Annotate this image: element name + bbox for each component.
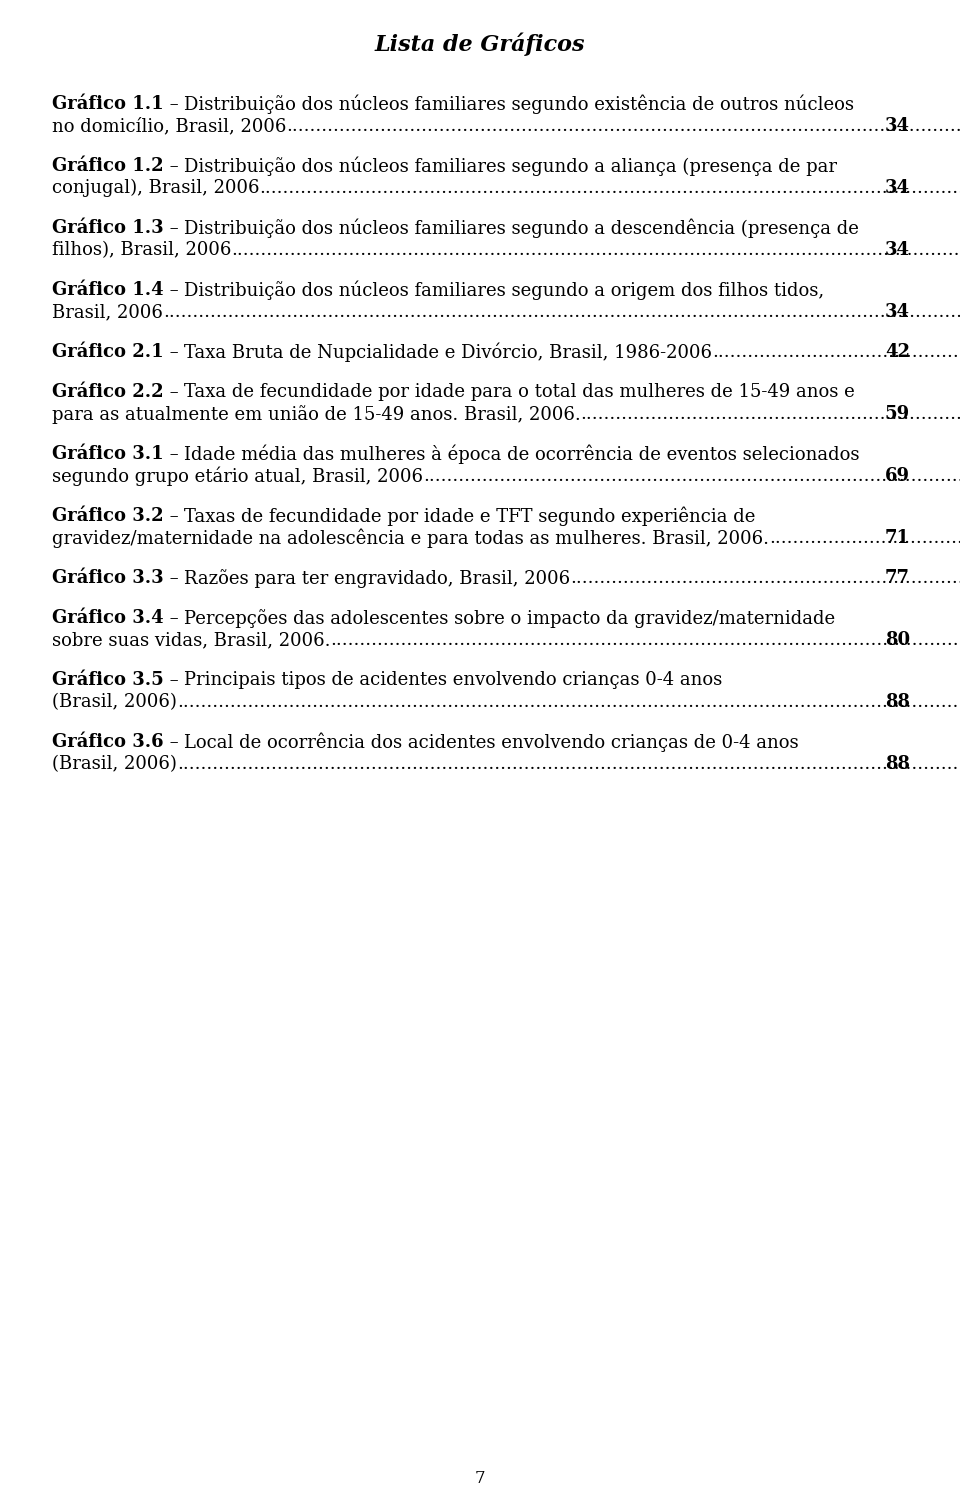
Text: 77: 77 <box>885 569 910 587</box>
Text: (Brasil, 2006): (Brasil, 2006) <box>52 756 177 774</box>
Text: 34: 34 <box>885 303 910 321</box>
Text: 34: 34 <box>885 241 910 259</box>
Text: ................................................................................: ........................................… <box>259 179 960 197</box>
Text: Gráfico 2.2: Gráfico 2.2 <box>52 382 163 400</box>
Text: conjugal), Brasil, 2006: conjugal), Brasil, 2006 <box>52 179 259 197</box>
Text: filhos), Brasil, 2006: filhos), Brasil, 2006 <box>52 241 231 259</box>
Text: Taxas de fecundidade por idade e TFT segundo experiência de: Taxas de fecundidade por idade e TFT seg… <box>184 507 756 527</box>
Text: Taxa Bruta de Nupcialidade e Divórcio, Brasil, 1986-2006: Taxa Bruta de Nupcialidade e Divórcio, B… <box>184 343 712 363</box>
Text: Gráfico 3.4: Gráfico 3.4 <box>52 610 163 628</box>
Text: ................................................................................: ........................................… <box>286 117 960 135</box>
Text: Gráfico 3.5: Gráfico 3.5 <box>52 671 164 689</box>
Text: no domicílio, Brasil, 2006: no domicílio, Brasil, 2006 <box>52 117 286 135</box>
Text: Distribuição dos núcleos familiares segundo a descendência (presença de: Distribuição dos núcleos familiares segu… <box>184 220 859 238</box>
Text: sobre suas vidas, Brasil, 2006.: sobre suas vidas, Brasil, 2006. <box>52 631 330 649</box>
Text: Principais tipos de acidentes envolvendo crianças 0-4 anos: Principais tipos de acidentes envolvendo… <box>184 671 722 689</box>
Text: 42: 42 <box>885 343 910 361</box>
Text: Razões para ter engravidado, Brasil, 2006: Razões para ter engravidado, Brasil, 200… <box>184 569 570 588</box>
Text: Gráfico 1.2: Gráfico 1.2 <box>52 157 163 175</box>
Text: ................................................................................: ........................................… <box>570 569 960 587</box>
Text: Gráfico 3.1: Gráfico 3.1 <box>52 445 163 464</box>
Text: ................................................................................: ........................................… <box>231 241 960 259</box>
Text: –: – <box>163 733 184 751</box>
Text: Local de ocorrência dos acidentes envolvendo crianças de 0-4 anos: Local de ocorrência dos acidentes envolv… <box>184 733 799 752</box>
Text: –: – <box>164 671 184 689</box>
Text: (Brasil, 2006): (Brasil, 2006) <box>52 692 177 710</box>
Text: ................................................................................: ........................................… <box>163 303 960 321</box>
Text: para as atualmente em união de 15-49 anos. Brasil, 2006.: para as atualmente em união de 15-49 ano… <box>52 405 581 424</box>
Text: 59: 59 <box>885 405 910 423</box>
Text: Distribuição dos núcleos familiares segundo a origem dos filhos tidos,: Distribuição dos núcleos familiares segu… <box>184 281 824 301</box>
Text: –: – <box>163 95 184 113</box>
Text: ................................................................................: ........................................… <box>177 692 960 710</box>
Text: Gráfico 1.3: Gráfico 1.3 <box>52 220 163 236</box>
Text: gravidez/maternidade na adolescência e para todas as mulheres. Brasil, 2006.: gravidez/maternidade na adolescência e p… <box>52 528 769 548</box>
Text: –: – <box>163 220 184 236</box>
Text: Gráfico 1.1: Gráfico 1.1 <box>52 95 163 113</box>
Text: 7: 7 <box>474 1470 486 1487</box>
Text: 34: 34 <box>885 179 910 197</box>
Text: Distribuição dos núcleos familiares segundo a aliança (presença de par: Distribuição dos núcleos familiares segu… <box>184 157 837 176</box>
Text: Gráfico 3.3: Gráfico 3.3 <box>52 569 163 587</box>
Text: –: – <box>163 610 184 628</box>
Text: –: – <box>163 343 184 361</box>
Text: Percepções das adolescentes sobre o impacto da gravidez/maternidade: Percepções das adolescentes sobre o impa… <box>184 610 835 628</box>
Text: Lista de Gráficos: Lista de Gráficos <box>374 32 586 56</box>
Text: –: – <box>163 157 184 175</box>
Text: 69: 69 <box>885 467 910 485</box>
Text: Brasil, 2006: Brasil, 2006 <box>52 303 163 321</box>
Text: ................................................................................: ........................................… <box>330 631 960 649</box>
Text: ................................................................................: ........................................… <box>769 528 960 546</box>
Text: 80: 80 <box>885 631 910 649</box>
Text: 34: 34 <box>885 117 910 135</box>
Text: ................................................................................: ........................................… <box>177 756 960 774</box>
Text: 88: 88 <box>885 756 910 774</box>
Text: Gráfico 2.1: Gráfico 2.1 <box>52 343 163 361</box>
Text: Idade média das mulheres à época de ocorrência de eventos selecionados: Idade média das mulheres à época de ocor… <box>184 445 859 465</box>
Text: Distribuição dos núcleos familiares segundo existência de outros núcleos: Distribuição dos núcleos familiares segu… <box>184 95 854 114</box>
Text: –: – <box>163 507 184 525</box>
Text: –: – <box>163 382 184 400</box>
Text: segundo grupo etário atual, Brasil, 2006: segundo grupo etário atual, Brasil, 2006 <box>52 467 423 486</box>
Text: –: – <box>163 569 184 587</box>
Text: –: – <box>163 445 184 464</box>
Text: Gráfico 1.4: Gráfico 1.4 <box>52 281 163 299</box>
Text: –: – <box>163 281 184 299</box>
Text: 71: 71 <box>885 528 910 546</box>
Text: ................................................................................: ........................................… <box>712 343 960 361</box>
Text: 88: 88 <box>885 692 910 710</box>
Text: ................................................................................: ........................................… <box>581 405 960 423</box>
Text: Taxa de fecundidade por idade para o total das mulheres de 15-49 anos e: Taxa de fecundidade por idade para o tot… <box>184 382 854 400</box>
Text: Gráfico 3.2: Gráfico 3.2 <box>52 507 163 525</box>
Text: Gráfico 3.6: Gráfico 3.6 <box>52 733 163 751</box>
Text: ................................................................................: ........................................… <box>423 467 960 485</box>
